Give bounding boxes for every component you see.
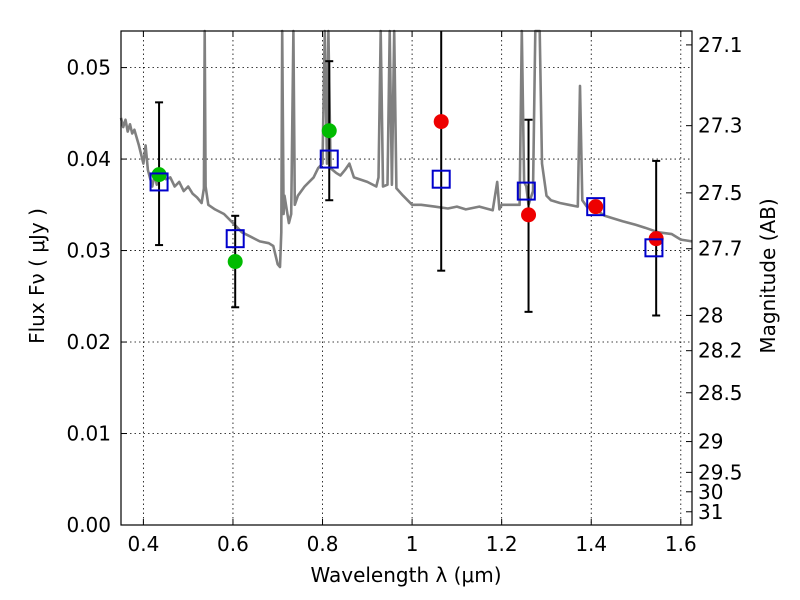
x-tick-label: 1.4	[575, 532, 607, 556]
spectrum-layer	[119, 29, 693, 269]
right-tick-label: 28.2	[698, 339, 743, 363]
data-point-square	[431, 169, 451, 189]
data-point-dot	[321, 123, 337, 139]
x-axis-title: Wavelength λ (μm)	[310, 563, 501, 587]
data-point-square	[644, 238, 664, 258]
data-point-square	[149, 172, 169, 192]
data-point-dot	[151, 167, 167, 183]
right-tick-label: 30	[698, 480, 723, 504]
x-tick-label: 1.2	[486, 532, 518, 556]
data-point-square	[319, 149, 339, 169]
plot-border	[120, 30, 693, 526]
right-tick-label: 29.5	[698, 460, 743, 484]
data-point-dot	[433, 114, 449, 130]
right-tick-label: 27.1	[698, 33, 743, 57]
right-tick-label: 27.5	[698, 181, 743, 205]
y-axis-right-title: Magnitude (AB)	[756, 198, 780, 353]
right-tick-label: 29	[698, 430, 723, 454]
y-tick-label: 0.03	[66, 239, 111, 263]
x-tick-label: 0.4	[127, 532, 159, 556]
markers	[149, 114, 664, 270]
plot-frame	[120, 30, 693, 526]
spectrum-line	[119, 29, 693, 269]
x-tick-label: 0.6	[217, 532, 249, 556]
data-point-dot	[521, 207, 537, 223]
data-point-dot	[227, 254, 243, 270]
x-tick-label: 1.6	[665, 532, 697, 556]
y-axis-left: 0.00 0.01 0.02 0.03 0.04 0.05	[66, 56, 127, 537]
y-tick-label: 0.02	[66, 330, 111, 354]
y-axis-title: Flux Fν ( μJy )	[25, 208, 49, 344]
x-tick-label: 0.8	[307, 532, 339, 556]
right-tick-label: 27.7	[698, 237, 743, 261]
data-point-square	[225, 229, 245, 249]
right-tick-label: 31	[698, 500, 723, 524]
y-tick-label: 0.01	[66, 422, 111, 446]
x-tick-label: 1	[406, 532, 419, 556]
right-tick-label: 28	[698, 303, 723, 327]
right-tick-label: 28.5	[698, 381, 743, 405]
x-axis: 0.4 0.6 0.8 1 1.2 1.4 1.6	[127, 31, 697, 556]
data-point-square	[586, 197, 606, 217]
y-tick-label: 0.00	[66, 513, 111, 537]
data-point-square	[516, 181, 536, 201]
grid	[121, 31, 692, 525]
y-tick-label: 0.04	[66, 147, 111, 171]
y-tick-label: 0.05	[66, 56, 111, 80]
data-point-dot	[588, 199, 604, 215]
error-bars	[155, 31, 661, 317]
right-tick-label: 27.3	[698, 114, 743, 138]
